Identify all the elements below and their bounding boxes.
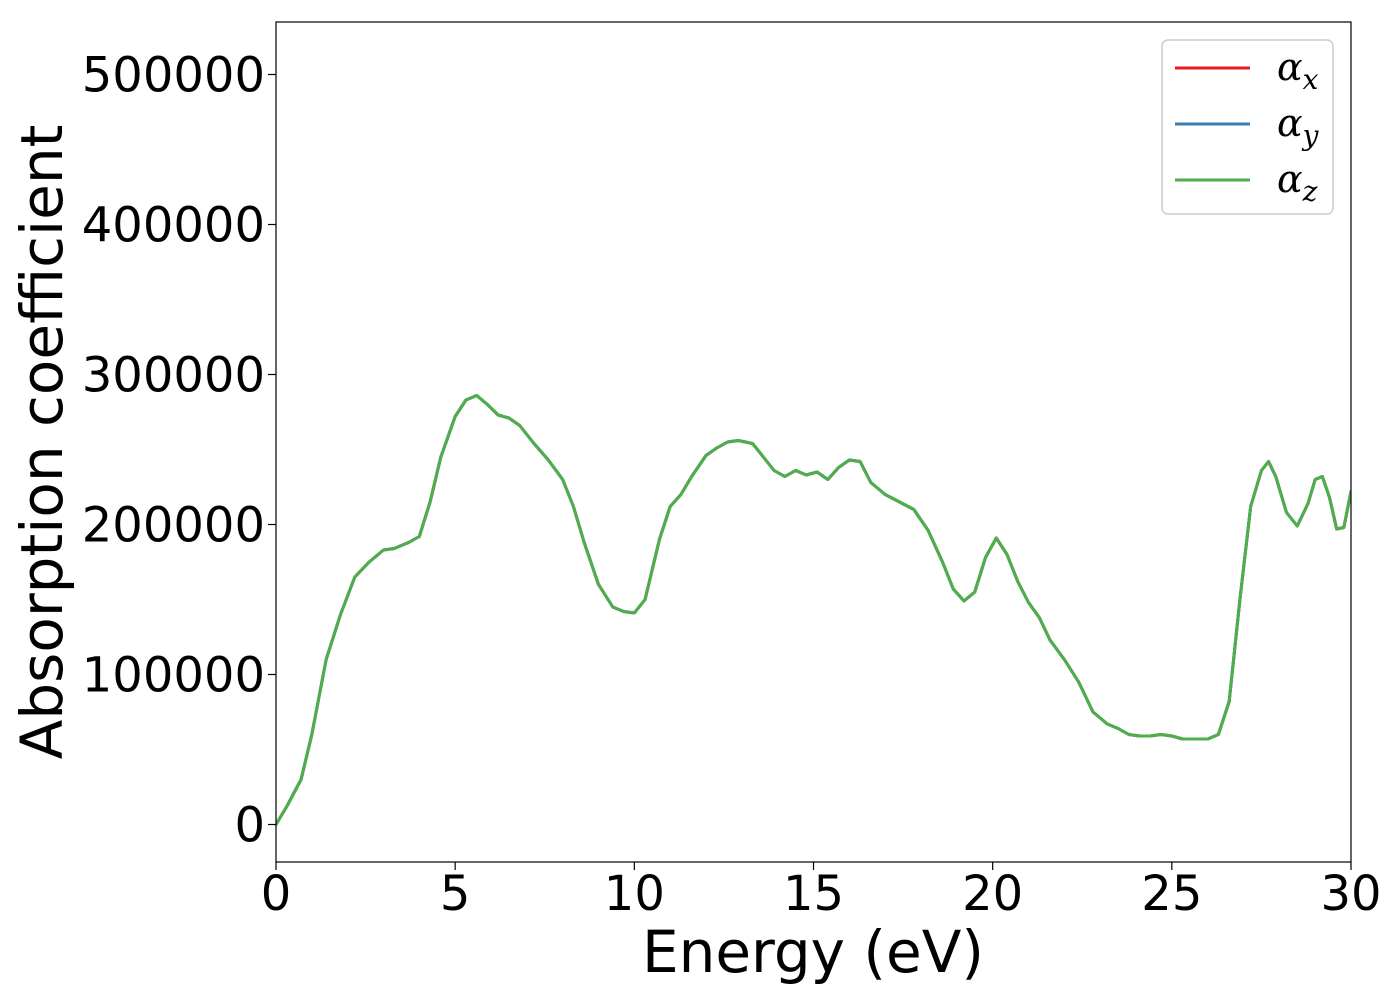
y-tick-label: 500000	[82, 48, 265, 104]
series-line-3	[276, 394, 1351, 826]
legend-box	[1161, 39, 1334, 215]
legend-subscript-2: y	[1301, 119, 1320, 152]
x-tick-label: 30	[1320, 866, 1381, 922]
y-tick-label: 0	[234, 798, 265, 854]
y-axis-ticks: 0 100000 200000 300000 400000 500000	[82, 48, 276, 854]
x-tick-label: 15	[783, 866, 844, 922]
y-tick-label: 300000	[82, 348, 265, 404]
y-tick-label: 100000	[82, 648, 265, 704]
x-tick-label: 25	[1141, 866, 1202, 922]
legend-subscript-1: x	[1303, 63, 1319, 96]
y-axis-title: Absorption coefficient	[8, 125, 76, 760]
x-axis-ticks: 0 5 10 15 20 25 30	[261, 862, 1382, 922]
x-tick-label: 10	[604, 866, 665, 922]
x-tick-label: 20	[962, 866, 1023, 922]
y-tick-label: 200000	[82, 498, 265, 554]
x-tick-label: 5	[440, 866, 471, 922]
x-axis-title: Energy (eV)	[642, 918, 984, 986]
legend-subscript-3: z	[1302, 175, 1318, 208]
x-tick-label: 0	[261, 866, 292, 922]
y-tick-label: 400000	[82, 198, 265, 254]
series-layer	[276, 394, 1351, 826]
